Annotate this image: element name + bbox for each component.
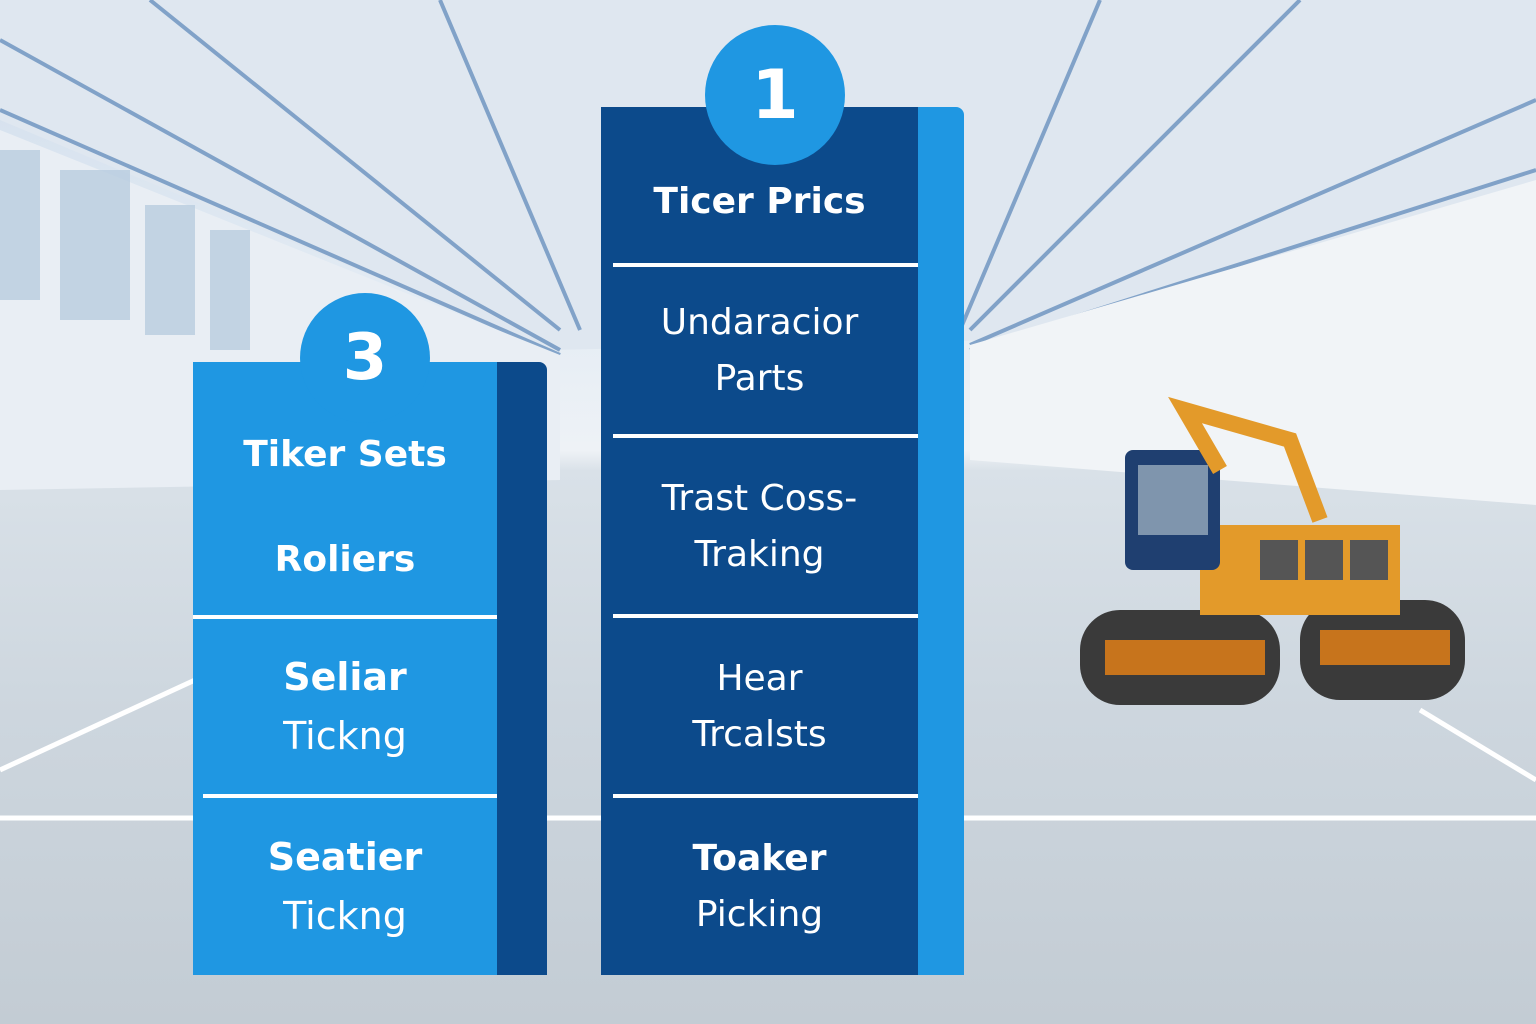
item-title: Seatier [267, 834, 423, 879]
panel-1-item: Hear Trcalsts [601, 618, 918, 796]
panel-3-item: Seatier Tickng [193, 798, 497, 975]
panel-1-item: Trast Coss- Traking [601, 438, 918, 616]
item-subtitle: Parts [714, 358, 805, 399]
panel-3-item: Seliar Tickng [193, 619, 497, 795]
panel-1-title: Ticer Prics [653, 181, 866, 223]
step-number-1-badge: 1 [705, 25, 845, 165]
excavator-image [1080, 396, 1465, 705]
item-title: Toaker [692, 837, 827, 879]
divider [613, 434, 918, 438]
divider [613, 263, 918, 267]
divider [193, 615, 497, 619]
panel-1-main [601, 107, 918, 975]
step-number: 1 [751, 55, 799, 135]
divider [613, 794, 918, 798]
item-subtitle: Trcalsts [692, 714, 827, 755]
panel-1-item: Toaker Picking [601, 798, 918, 975]
panel-3: Tiker Sets Roliers Seliar Tickng Seatier… [193, 362, 547, 975]
divider [613, 614, 918, 618]
panel-1-item: Undaracior Parts [601, 267, 918, 435]
item-title: Seliar [283, 655, 407, 700]
item-subtitle: Traking [694, 534, 825, 575]
step-number: 3 [342, 321, 388, 395]
divider [203, 794, 497, 798]
item-title: Hear [716, 658, 803, 700]
panel-1-header: Ticer Prics [601, 167, 918, 237]
panel-1: Ticer Prics Undaracior Parts Trast Coss-… [601, 107, 964, 975]
item-subtitle: Tickng [283, 714, 407, 758]
item-title: Trast Coss- [661, 478, 858, 520]
panel-3-header: Tiker Sets Roliers [193, 402, 497, 612]
panel-3-title: Tiker Sets [243, 433, 447, 475]
panel-3-subtitle: Roliers [274, 538, 416, 580]
panel-1-side-strip [918, 107, 964, 975]
item-subtitle: Tickng [283, 893, 407, 938]
step-number-3-badge: 3 [300, 293, 430, 423]
item-title: Undaracior [660, 302, 859, 344]
panel-3-main [193, 362, 497, 975]
panel-3-side-strip [497, 362, 547, 975]
item-subtitle: Picking [695, 893, 824, 935]
